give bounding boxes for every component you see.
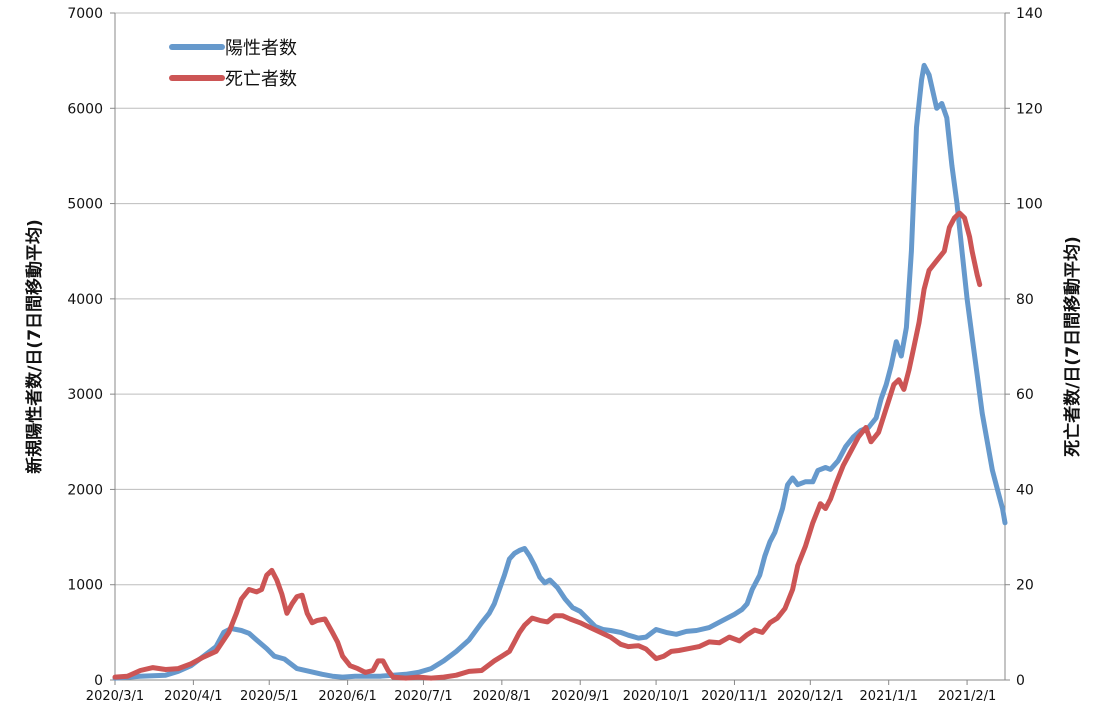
- y-axis-right-title: 死亡者数/日(7日間移動平均): [1062, 236, 1083, 457]
- legend-label: 死亡者数: [225, 69, 297, 90]
- y-left-tick-label: 2000: [67, 482, 103, 498]
- axes: 0 1000 2000 3000 4000 5000 6000 7000 0 20 40 60 80 10…: [67, 6, 1042, 704]
- series-line-positives: [112, 62, 1008, 681]
- x-tick-label: 2020/4/1: [164, 689, 222, 704]
- x-tick-label: 2020/6/1: [318, 689, 376, 704]
- y-right-tick-label: 0: [1016, 673, 1025, 689]
- x-tick-label: 2020/3/1: [86, 689, 144, 704]
- x-tick-label: 2020/11/1: [701, 689, 768, 704]
- y-right-tick-label: 140: [1016, 6, 1043, 22]
- y-right-tick-label: 80: [1016, 292, 1034, 308]
- y-left-tick-label: 4000: [67, 292, 103, 308]
- x-tick-label: 2021/1/1: [859, 689, 917, 704]
- x-tick-label: 2020/12/1: [777, 689, 844, 704]
- x-tick-label: 2020/9/1: [551, 689, 609, 704]
- x-tick-label: 2021/2/1: [938, 689, 996, 704]
- y-left-tick-label: 6000: [67, 101, 103, 117]
- x-tick-label: 2020/10/1: [623, 689, 690, 704]
- y-left-tick-label: 7000: [67, 6, 103, 22]
- legend-label: 陽性者数: [225, 38, 297, 59]
- y-right-tick-label: 20: [1016, 578, 1034, 594]
- y-left-tick-label: 3000: [67, 387, 103, 403]
- x-tick-label: 2020/5/1: [240, 689, 298, 704]
- y-axis-left-title: 新規陽性者数/日(7日間移動平均): [24, 219, 45, 474]
- y-right-tick-label: 100: [1016, 197, 1043, 213]
- x-tick-label: 2020/8/1: [473, 689, 531, 704]
- x-tick-label: 2020/7/1: [394, 689, 452, 704]
- series-line-deaths: [112, 210, 983, 681]
- series: [112, 62, 1008, 681]
- y-right-tick-label: 40: [1016, 482, 1034, 498]
- y-left-tick-label: 5000: [67, 197, 103, 213]
- y-right-tick-label: 60: [1016, 387, 1034, 403]
- y-left-tick-label: 0: [94, 673, 103, 689]
- grid: [115, 12, 1005, 681]
- y-left-tick-label: 1000: [67, 578, 103, 594]
- y-right-tick-label: 120: [1016, 101, 1043, 117]
